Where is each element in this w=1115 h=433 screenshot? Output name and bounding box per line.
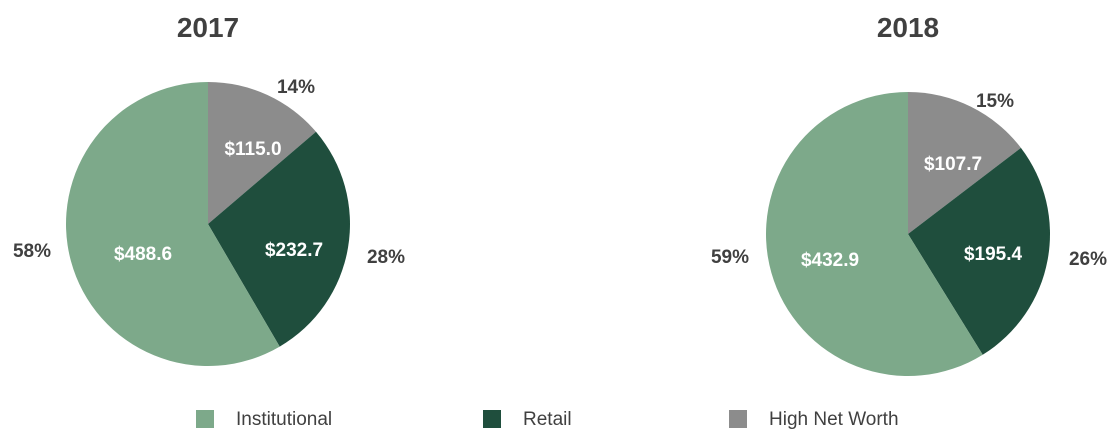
value-label-2017-institutional: $488.6 bbox=[114, 244, 172, 265]
value-label-2017-high-net-worth: $115.0 bbox=[224, 139, 281, 160]
value-label-2018-institutional: $432.9 bbox=[801, 250, 859, 271]
pie-slice-2017-retail bbox=[208, 131, 350, 347]
percent-label-2017-retail: 28% bbox=[367, 247, 405, 268]
percent-label-2017-high-net-worth: 14% bbox=[277, 77, 315, 98]
pie-slice-2018-high-net-worth bbox=[908, 92, 1021, 234]
chart-title-2017: 2017 bbox=[177, 12, 239, 43]
percent-label-2017-institutional: 58% bbox=[13, 241, 51, 262]
legend-swatch-high-net-worth bbox=[729, 410, 747, 428]
pie-slice-2018-institutional bbox=[766, 92, 983, 376]
value-label-2018-high-net-worth: $107.7 bbox=[924, 154, 982, 175]
percent-label-2018-retail: 26% bbox=[1069, 249, 1107, 270]
percent-label-2018-high-net-worth: 15% bbox=[976, 91, 1014, 112]
legend-label-institutional: Institutional bbox=[236, 409, 332, 430]
value-label-2017-retail: $232.7 bbox=[265, 240, 323, 261]
chart-title-2018: 2018 bbox=[877, 12, 939, 43]
legend-swatch-institutional bbox=[196, 410, 214, 428]
percent-label-2018-institutional: 59% bbox=[711, 247, 749, 268]
value-label-2018-retail: $195.4 bbox=[964, 244, 1023, 265]
pie-slice-2017-institutional bbox=[66, 82, 280, 367]
legend-label-high-net-worth: High Net Worth bbox=[769, 409, 899, 430]
legend-swatch-retail bbox=[483, 410, 501, 428]
pie-slice-2017-high-net-worth bbox=[208, 82, 316, 224]
pie-slice-2018-retail bbox=[908, 147, 1051, 355]
legend-label-retail: Retail bbox=[523, 409, 572, 430]
